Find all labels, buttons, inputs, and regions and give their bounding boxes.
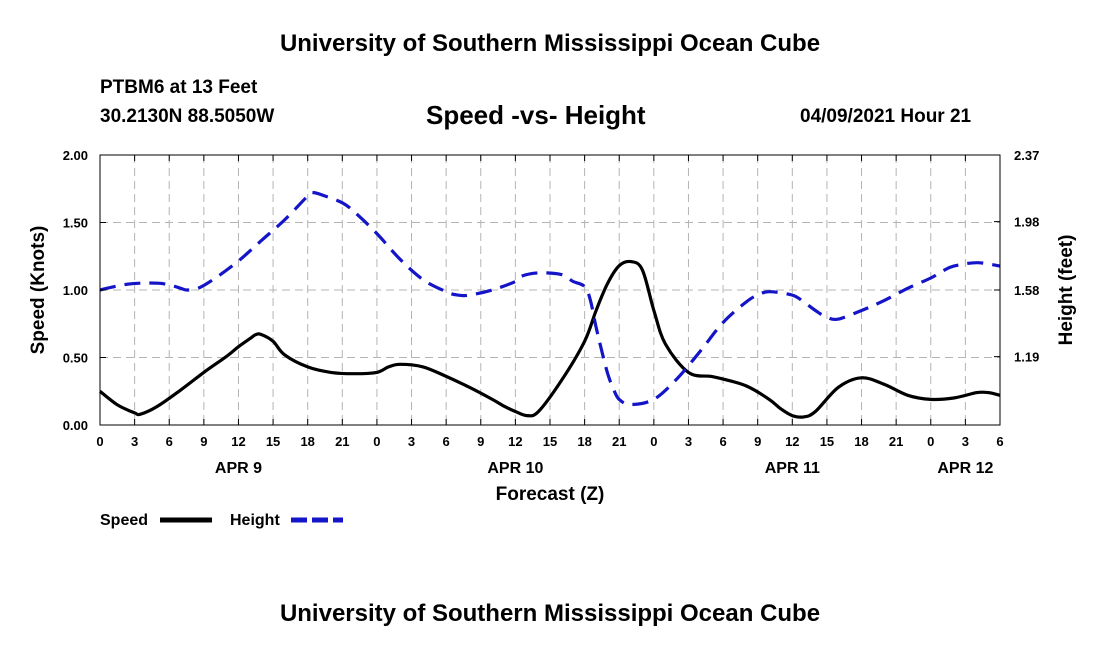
station-label: PTBM6 at 13 Feet bbox=[100, 77, 258, 98]
legend-speed-label: Speed bbox=[100, 512, 148, 529]
y-left-tick-label: 0.00 bbox=[63, 418, 88, 433]
x-tick-label: 15 bbox=[266, 434, 280, 449]
x-tick-label: 6 bbox=[166, 434, 173, 449]
y-left-tick-label: 0.50 bbox=[63, 351, 88, 366]
y-left-tick-label: 2.00 bbox=[63, 148, 88, 163]
x-tick-label: 21 bbox=[335, 434, 349, 449]
y-axis-right-label: Height (feet) bbox=[1056, 235, 1077, 346]
x-axis-label: Forecast (Z) bbox=[496, 484, 605, 505]
y-left-tick-label: 1.00 bbox=[63, 283, 88, 298]
x-tick-label: 12 bbox=[231, 434, 245, 449]
x-date-label: APR 12 bbox=[937, 460, 993, 477]
x-tick-label: 3 bbox=[685, 434, 692, 449]
x-tick-label: 9 bbox=[754, 434, 761, 449]
x-tick-label: 6 bbox=[996, 434, 1003, 449]
y-right-tick-label: 1.98 bbox=[1014, 215, 1039, 230]
x-tick-label: 9 bbox=[200, 434, 207, 449]
x-tick-label: 0 bbox=[373, 434, 380, 449]
grid bbox=[100, 155, 1000, 425]
legend-height-label: Height bbox=[230, 512, 280, 529]
station-coordinates: 30.2130N 88.5050W bbox=[100, 106, 275, 127]
x-tick-label: 18 bbox=[577, 434, 591, 449]
x-tick-label: 12 bbox=[508, 434, 522, 449]
chart-title: Speed -vs- Height bbox=[426, 100, 646, 130]
x-tick-label: 3 bbox=[962, 434, 969, 449]
x-tick-label: 9 bbox=[477, 434, 484, 449]
axis-ticks: 0 3 6 9 12 15 18 21 0 3 6 9 12 15 18 21 0 3 6 9 12 15 18 21 0 3 6 0… bbox=[63, 148, 1040, 477]
x-date-label: APR 11 bbox=[765, 460, 820, 477]
x-tick-label: 15 bbox=[820, 434, 834, 449]
footer-title: University of Southern Mississippi Ocean… bbox=[279, 600, 821, 627]
y-axis-left-label: Speed (Knots) bbox=[28, 226, 49, 355]
x-tick-label: 6 bbox=[443, 434, 450, 449]
legend: Speed Height bbox=[100, 512, 343, 529]
x-tick-label: 0 bbox=[650, 434, 657, 449]
x-tick-label: 0 bbox=[96, 434, 103, 449]
x-tick-label: 6 bbox=[719, 434, 726, 449]
x-date-label: APR 10 bbox=[487, 460, 543, 477]
x-tick-label: 18 bbox=[854, 434, 868, 449]
speed-series-line bbox=[99, 259, 1001, 419]
y-left-tick-label: 1.50 bbox=[63, 216, 88, 231]
x-date-label: APR 9 bbox=[215, 460, 262, 477]
page-title: University of Southern Mississippi Ocean… bbox=[279, 30, 821, 57]
x-tick-label: 15 bbox=[543, 434, 557, 449]
series-layer bbox=[99, 190, 1001, 419]
x-tick-label: 18 bbox=[300, 434, 314, 449]
x-tick-label: 0 bbox=[927, 434, 934, 449]
x-tick-label: 21 bbox=[612, 434, 626, 449]
height-series-line bbox=[99, 190, 1001, 407]
y-right-tick-label: 1.19 bbox=[1014, 350, 1039, 365]
forecast-timestamp: 04/09/2021 Hour 21 bbox=[800, 106, 972, 127]
x-tick-label: 21 bbox=[889, 434, 903, 449]
x-tick-label: 3 bbox=[131, 434, 138, 449]
x-tick-label: 3 bbox=[408, 434, 415, 449]
y-right-tick-label: 2.37 bbox=[1014, 148, 1039, 163]
y-right-tick-label: 1.58 bbox=[1014, 283, 1039, 298]
x-tick-label: 12 bbox=[785, 434, 799, 449]
